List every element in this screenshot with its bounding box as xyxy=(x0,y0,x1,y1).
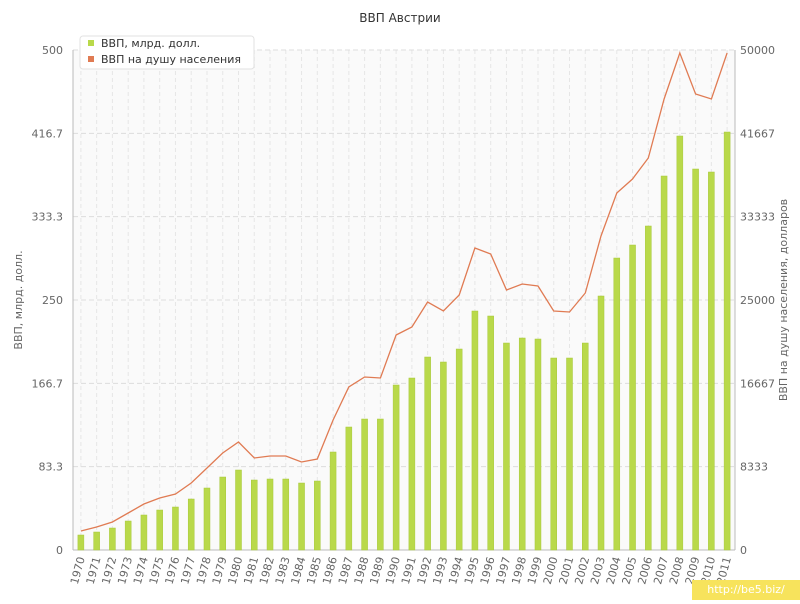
bar xyxy=(567,358,573,550)
bar xyxy=(519,338,525,550)
bar xyxy=(551,358,557,550)
bar xyxy=(172,507,178,550)
bar xyxy=(251,480,257,550)
bar xyxy=(661,176,667,550)
y-tick-right: 50000 xyxy=(740,44,775,57)
bar xyxy=(535,339,541,550)
bar xyxy=(614,258,620,550)
y-tick-left: 500 xyxy=(42,44,63,57)
bar xyxy=(598,296,604,550)
bar xyxy=(94,532,100,550)
bar xyxy=(362,419,368,550)
bar xyxy=(299,483,305,550)
bar xyxy=(409,378,415,550)
watermark[interactable]: http://be5.biz/ xyxy=(692,580,800,600)
bar xyxy=(377,419,383,550)
bar xyxy=(630,245,636,550)
bar xyxy=(346,427,352,550)
legend-swatch-line xyxy=(88,56,94,62)
bar xyxy=(283,479,289,550)
bar xyxy=(503,343,509,550)
y-tick-left: 250 xyxy=(42,294,63,307)
bar xyxy=(724,132,730,550)
bar xyxy=(456,349,462,550)
legend-label-bar: ВВП, млрд. долл. xyxy=(101,37,200,50)
y-tick-left: 166.7 xyxy=(32,377,64,390)
bar xyxy=(677,136,683,550)
bar xyxy=(125,521,131,550)
y-tick-left: 333.3 xyxy=(32,211,64,224)
y-tick-right: 16667 xyxy=(740,377,775,390)
bar xyxy=(157,510,163,550)
bar xyxy=(440,362,446,550)
bar xyxy=(488,316,494,550)
bar xyxy=(109,528,115,550)
bar xyxy=(330,452,336,550)
y-tick-left: 416.7 xyxy=(32,127,64,140)
bar xyxy=(693,169,699,550)
legend-swatch-bar xyxy=(88,40,94,46)
bar xyxy=(472,311,478,550)
bar xyxy=(78,535,84,550)
bar xyxy=(393,385,399,550)
bar xyxy=(267,479,273,550)
y-tick-right: 33333 xyxy=(740,211,775,224)
bar xyxy=(708,172,714,550)
bar xyxy=(425,357,431,550)
y-tick-right: 41667 xyxy=(740,127,775,140)
y-tick-right: 8333 xyxy=(740,461,768,474)
bar xyxy=(141,515,147,550)
bar xyxy=(204,488,210,550)
y-axis-left-title: ВВП, млрд. долл. xyxy=(12,250,25,349)
bar xyxy=(645,226,651,550)
legend-label-line: ВВП на душу населения xyxy=(101,53,241,66)
bar xyxy=(236,470,242,550)
bar xyxy=(314,481,320,550)
bar xyxy=(220,477,226,550)
y-axis-right-title: ВВП на душу населения, долларов xyxy=(777,199,790,401)
y-tick-left: 83.3 xyxy=(39,461,64,474)
chart-title: ВВП Австрии xyxy=(359,11,440,25)
y-tick-right: 25000 xyxy=(740,294,775,307)
bar xyxy=(188,499,194,550)
bar xyxy=(582,343,588,550)
y-tick-right: 0 xyxy=(740,544,747,557)
y-tick-left: 0 xyxy=(56,544,63,557)
